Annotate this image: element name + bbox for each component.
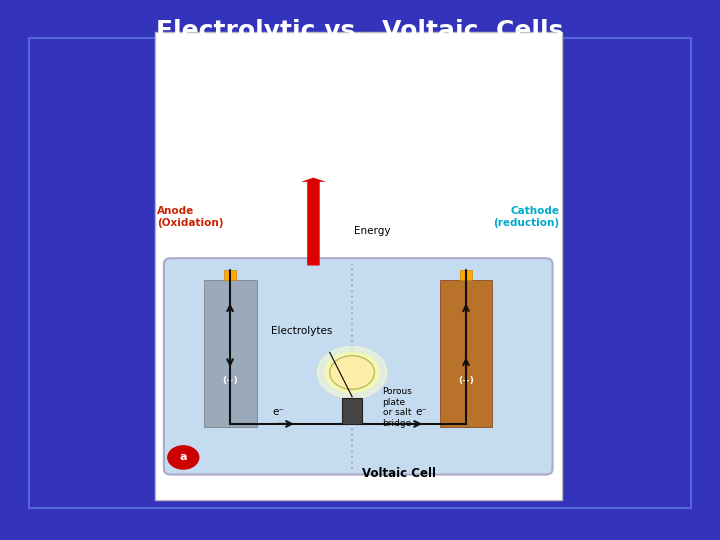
- FancyBboxPatch shape: [460, 269, 472, 280]
- FancyBboxPatch shape: [164, 258, 552, 475]
- Text: Cathode
(reduction): Cathode (reduction): [493, 206, 559, 228]
- FancyBboxPatch shape: [204, 280, 256, 427]
- FancyBboxPatch shape: [342, 398, 362, 424]
- FancyBboxPatch shape: [155, 32, 562, 500]
- Text: e⁻: e⁻: [273, 407, 284, 417]
- Text: Voltaic Cell: Voltaic Cell: [362, 467, 436, 480]
- Text: Electrolytes: Electrolytes: [271, 326, 332, 336]
- Text: Anode
(Oxidation): Anode (Oxidation): [157, 206, 223, 228]
- Text: a: a: [179, 453, 187, 462]
- FancyBboxPatch shape: [225, 269, 235, 280]
- Text: e⁻: e⁻: [415, 407, 427, 417]
- Text: Electrolytic vs.  Voltaic  Cells: Electrolytic vs. Voltaic Cells: [156, 19, 564, 43]
- Circle shape: [330, 356, 374, 389]
- Text: (+): (+): [458, 375, 474, 384]
- FancyBboxPatch shape: [439, 280, 492, 427]
- Text: (−): (−): [222, 375, 238, 384]
- Text: Energy: Energy: [354, 226, 391, 236]
- Circle shape: [318, 347, 387, 399]
- Circle shape: [325, 353, 379, 393]
- Text: Porous
plate
or salt
bridge: Porous plate or salt bridge: [382, 387, 413, 428]
- Circle shape: [168, 446, 199, 469]
